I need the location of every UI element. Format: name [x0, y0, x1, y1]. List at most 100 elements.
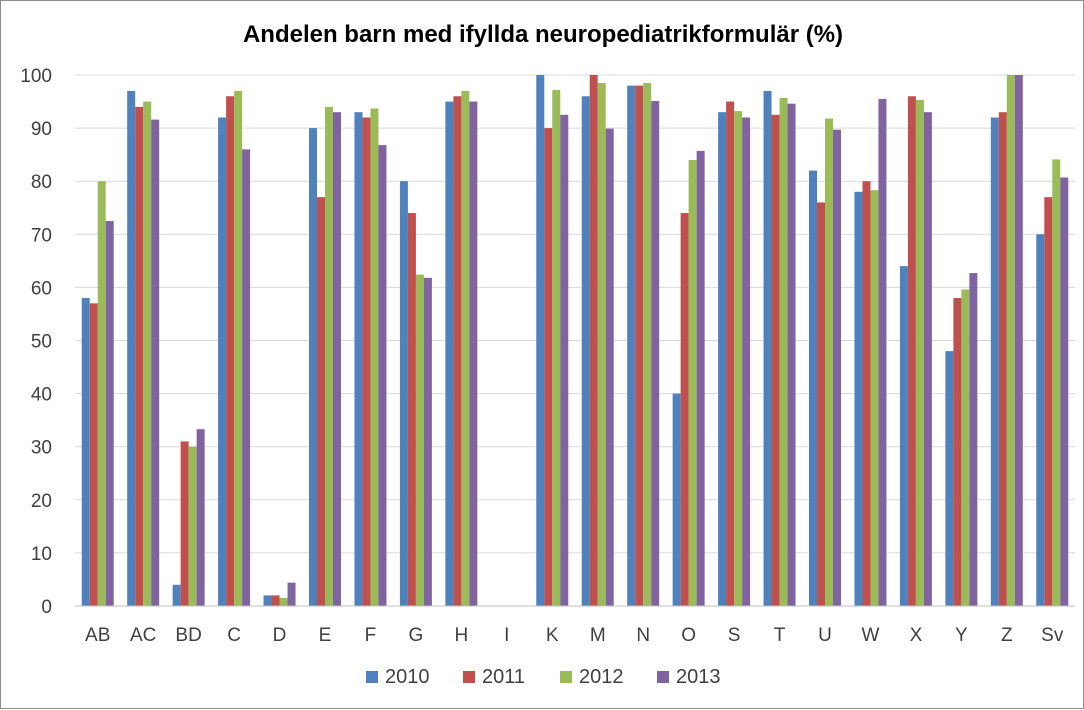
bar-S-2010: [718, 112, 727, 607]
bar-S-2011: [726, 101, 735, 607]
x-tick-label-D: D: [273, 625, 287, 646]
bar-O-2010: [672, 393, 681, 606]
bar-X-2012: [915, 99, 924, 606]
y-tick-label: 0: [41, 597, 52, 618]
legend-swatch-2010: [366, 671, 378, 683]
bar-U-2010: [809, 170, 817, 606]
bar-Z-2012: [1006, 75, 1015, 606]
x-tick-label-Sv: Sv: [1041, 625, 1064, 646]
x-tick-label-X: X: [910, 625, 923, 646]
bar-H-2013: [469, 101, 478, 607]
bar-E-2013: [333, 112, 341, 607]
bar-S-2013: [742, 117, 751, 606]
x-tick-label-T: T: [774, 625, 786, 646]
y-tick-label: 40: [31, 385, 52, 406]
bar-D-2013: [287, 582, 296, 606]
bar-AB-2011: [89, 303, 98, 606]
bar-X-2010: [899, 266, 908, 606]
bar-K-2011: [544, 128, 553, 606]
bar-AC-2012: [143, 101, 152, 607]
bar-O-2011: [680, 213, 689, 606]
bar-D-2010: [263, 595, 272, 606]
bar-Y-2012: [961, 289, 970, 606]
chart-title: Andelen barn med ifyllda neuropediatrikf…: [243, 21, 843, 48]
bar-K-2013: [560, 114, 569, 606]
bar-Z-2010: [990, 117, 999, 606]
bar-W-2013: [878, 98, 887, 607]
bar-F-2011: [362, 117, 371, 606]
bar-N-2011: [635, 85, 644, 607]
bar-T-2012: [779, 97, 788, 606]
bar-N-2013: [651, 101, 660, 607]
x-tick-label-C: C: [227, 625, 241, 646]
legend-swatch-2013: [657, 671, 669, 683]
x-tick-label-AB: AB: [85, 625, 110, 646]
bar-M-2011: [589, 75, 598, 606]
legend-label-2010: 2010: [385, 666, 430, 688]
bar-O-2012: [688, 159, 697, 606]
y-tick-label: 70: [31, 225, 52, 246]
x-tick-label-H: H: [454, 625, 468, 646]
x-tick-label-U: U: [818, 625, 832, 646]
bar-AB-2012: [97, 181, 106, 606]
bar-S-2012: [734, 111, 743, 606]
legend-label-2013: 2013: [676, 666, 721, 688]
bar-Sv-2010: [1036, 234, 1045, 607]
x-tick-label-N: N: [636, 625, 650, 646]
bars: [81, 75, 1069, 607]
legend: 2010 2011 2012 2013: [366, 666, 721, 688]
bar-O-2013: [696, 150, 705, 607]
y-tick-label: 90: [31, 119, 52, 140]
y-tick-label: 100: [20, 66, 52, 87]
bar-W-2012: [870, 190, 879, 607]
legend-swatch-2011: [463, 671, 475, 683]
bar-F-2013: [378, 145, 387, 607]
bar-U-2013: [833, 129, 841, 606]
bar-C-2010: [218, 117, 227, 606]
bar-Z-2013: [1014, 75, 1023, 606]
legend-label-2011: 2011: [482, 666, 525, 688]
x-tick-label-K: K: [546, 625, 559, 646]
bar-AC-2010: [127, 90, 136, 607]
bar-X-2011: [907, 96, 916, 607]
x-tick-label-AC: AC: [130, 625, 156, 646]
legend-swatch-2012: [560, 671, 572, 683]
bar-Y-2010: [945, 351, 954, 606]
bar-H-2012: [461, 90, 470, 607]
bar-Sv-2011: [1044, 197, 1053, 606]
bar-M-2012: [597, 82, 606, 607]
bar-E-2011: [317, 197, 325, 606]
x-tick-label-BD: BD: [175, 625, 201, 646]
x-tick-label-F: F: [365, 625, 377, 646]
y-tick-label: 30: [31, 438, 52, 459]
bar-N-2010: [627, 85, 636, 607]
x-tick-label-E: E: [319, 625, 332, 646]
y-tick-label: 10: [31, 544, 52, 565]
bar-G-2010: [399, 181, 408, 606]
x-tick-label-O: O: [681, 625, 696, 646]
x-tick-label-W: W: [861, 625, 879, 646]
bar-U-2011: [817, 202, 825, 606]
bar-Y-2013: [969, 273, 978, 606]
x-tick-label-G: G: [409, 625, 424, 646]
bar-Y-2011: [953, 298, 962, 606]
bar-F-2012: [370, 108, 379, 606]
y-tick-label: 60: [31, 278, 52, 299]
bar-F-2010: [354, 112, 363, 607]
bar-W-2010: [854, 191, 863, 606]
bar-BD-2013: [196, 429, 205, 606]
x-tick-label-M: M: [590, 625, 606, 646]
bar-BD-2012: [188, 446, 197, 606]
bar-W-2011: [862, 181, 871, 606]
bar-N-2012: [643, 82, 652, 607]
bar-U-2012: [825, 118, 833, 607]
bar-Sv-2013: [1060, 177, 1069, 606]
bar-Sv-2012: [1052, 159, 1061, 606]
bar-G-2011: [407, 213, 416, 606]
bar-X-2013: [923, 112, 932, 607]
bar-C-2011: [226, 96, 235, 607]
bar-H-2011: [453, 96, 462, 607]
x-tick-label-Z: Z: [1001, 625, 1013, 646]
